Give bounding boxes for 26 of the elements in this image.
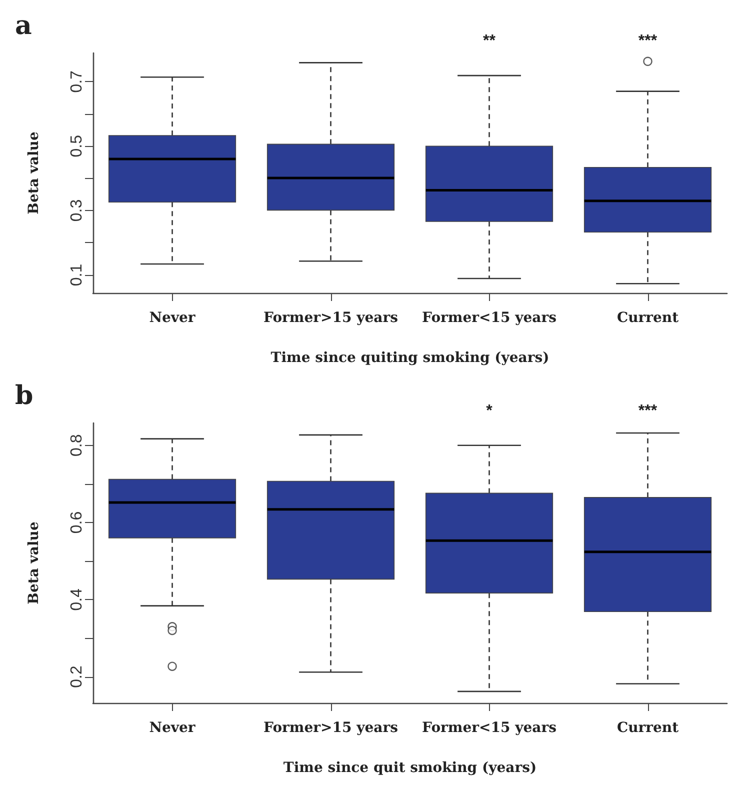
y-tick-label: 0.5 (68, 134, 86, 158)
y-tick-label: 0.2 (68, 666, 86, 688)
y-tick-label: 0.7 (68, 70, 86, 93)
x-tick-label: Former<15 years (422, 720, 557, 736)
x-tick-label: Current (616, 310, 680, 326)
y-tick-label: 0.1 (68, 264, 86, 286)
y-tick-label: 0.8 (68, 434, 86, 456)
y-tick-label: 0.3 (68, 199, 86, 222)
x-tick-label: Former>15 years (264, 310, 398, 326)
y-tick-label: 0.4 (68, 588, 86, 611)
x-tick-label: Current (616, 720, 680, 736)
chart-title: a (15, 11, 32, 41)
text: *** (638, 32, 658, 50)
y-axis-title: Beta value (26, 522, 42, 604)
x-tick-label: Former<15 years (422, 310, 557, 326)
x-tick-label: Never (149, 310, 196, 326)
text: *** (638, 402, 658, 420)
x-tick-label: Never (149, 720, 196, 736)
y-axis-title: Beta value (26, 132, 42, 214)
text: * (486, 402, 494, 420)
text: ** (483, 32, 496, 50)
x-tick-label: Former>15 years (264, 720, 398, 736)
x-axis-title: Time since quiting smoking (years) (270, 350, 550, 366)
chart-title: b (15, 381, 34, 411)
x-axis-title: Time since quit smoking (years) (283, 760, 537, 776)
y-tick-label: 0.6 (68, 511, 86, 534)
